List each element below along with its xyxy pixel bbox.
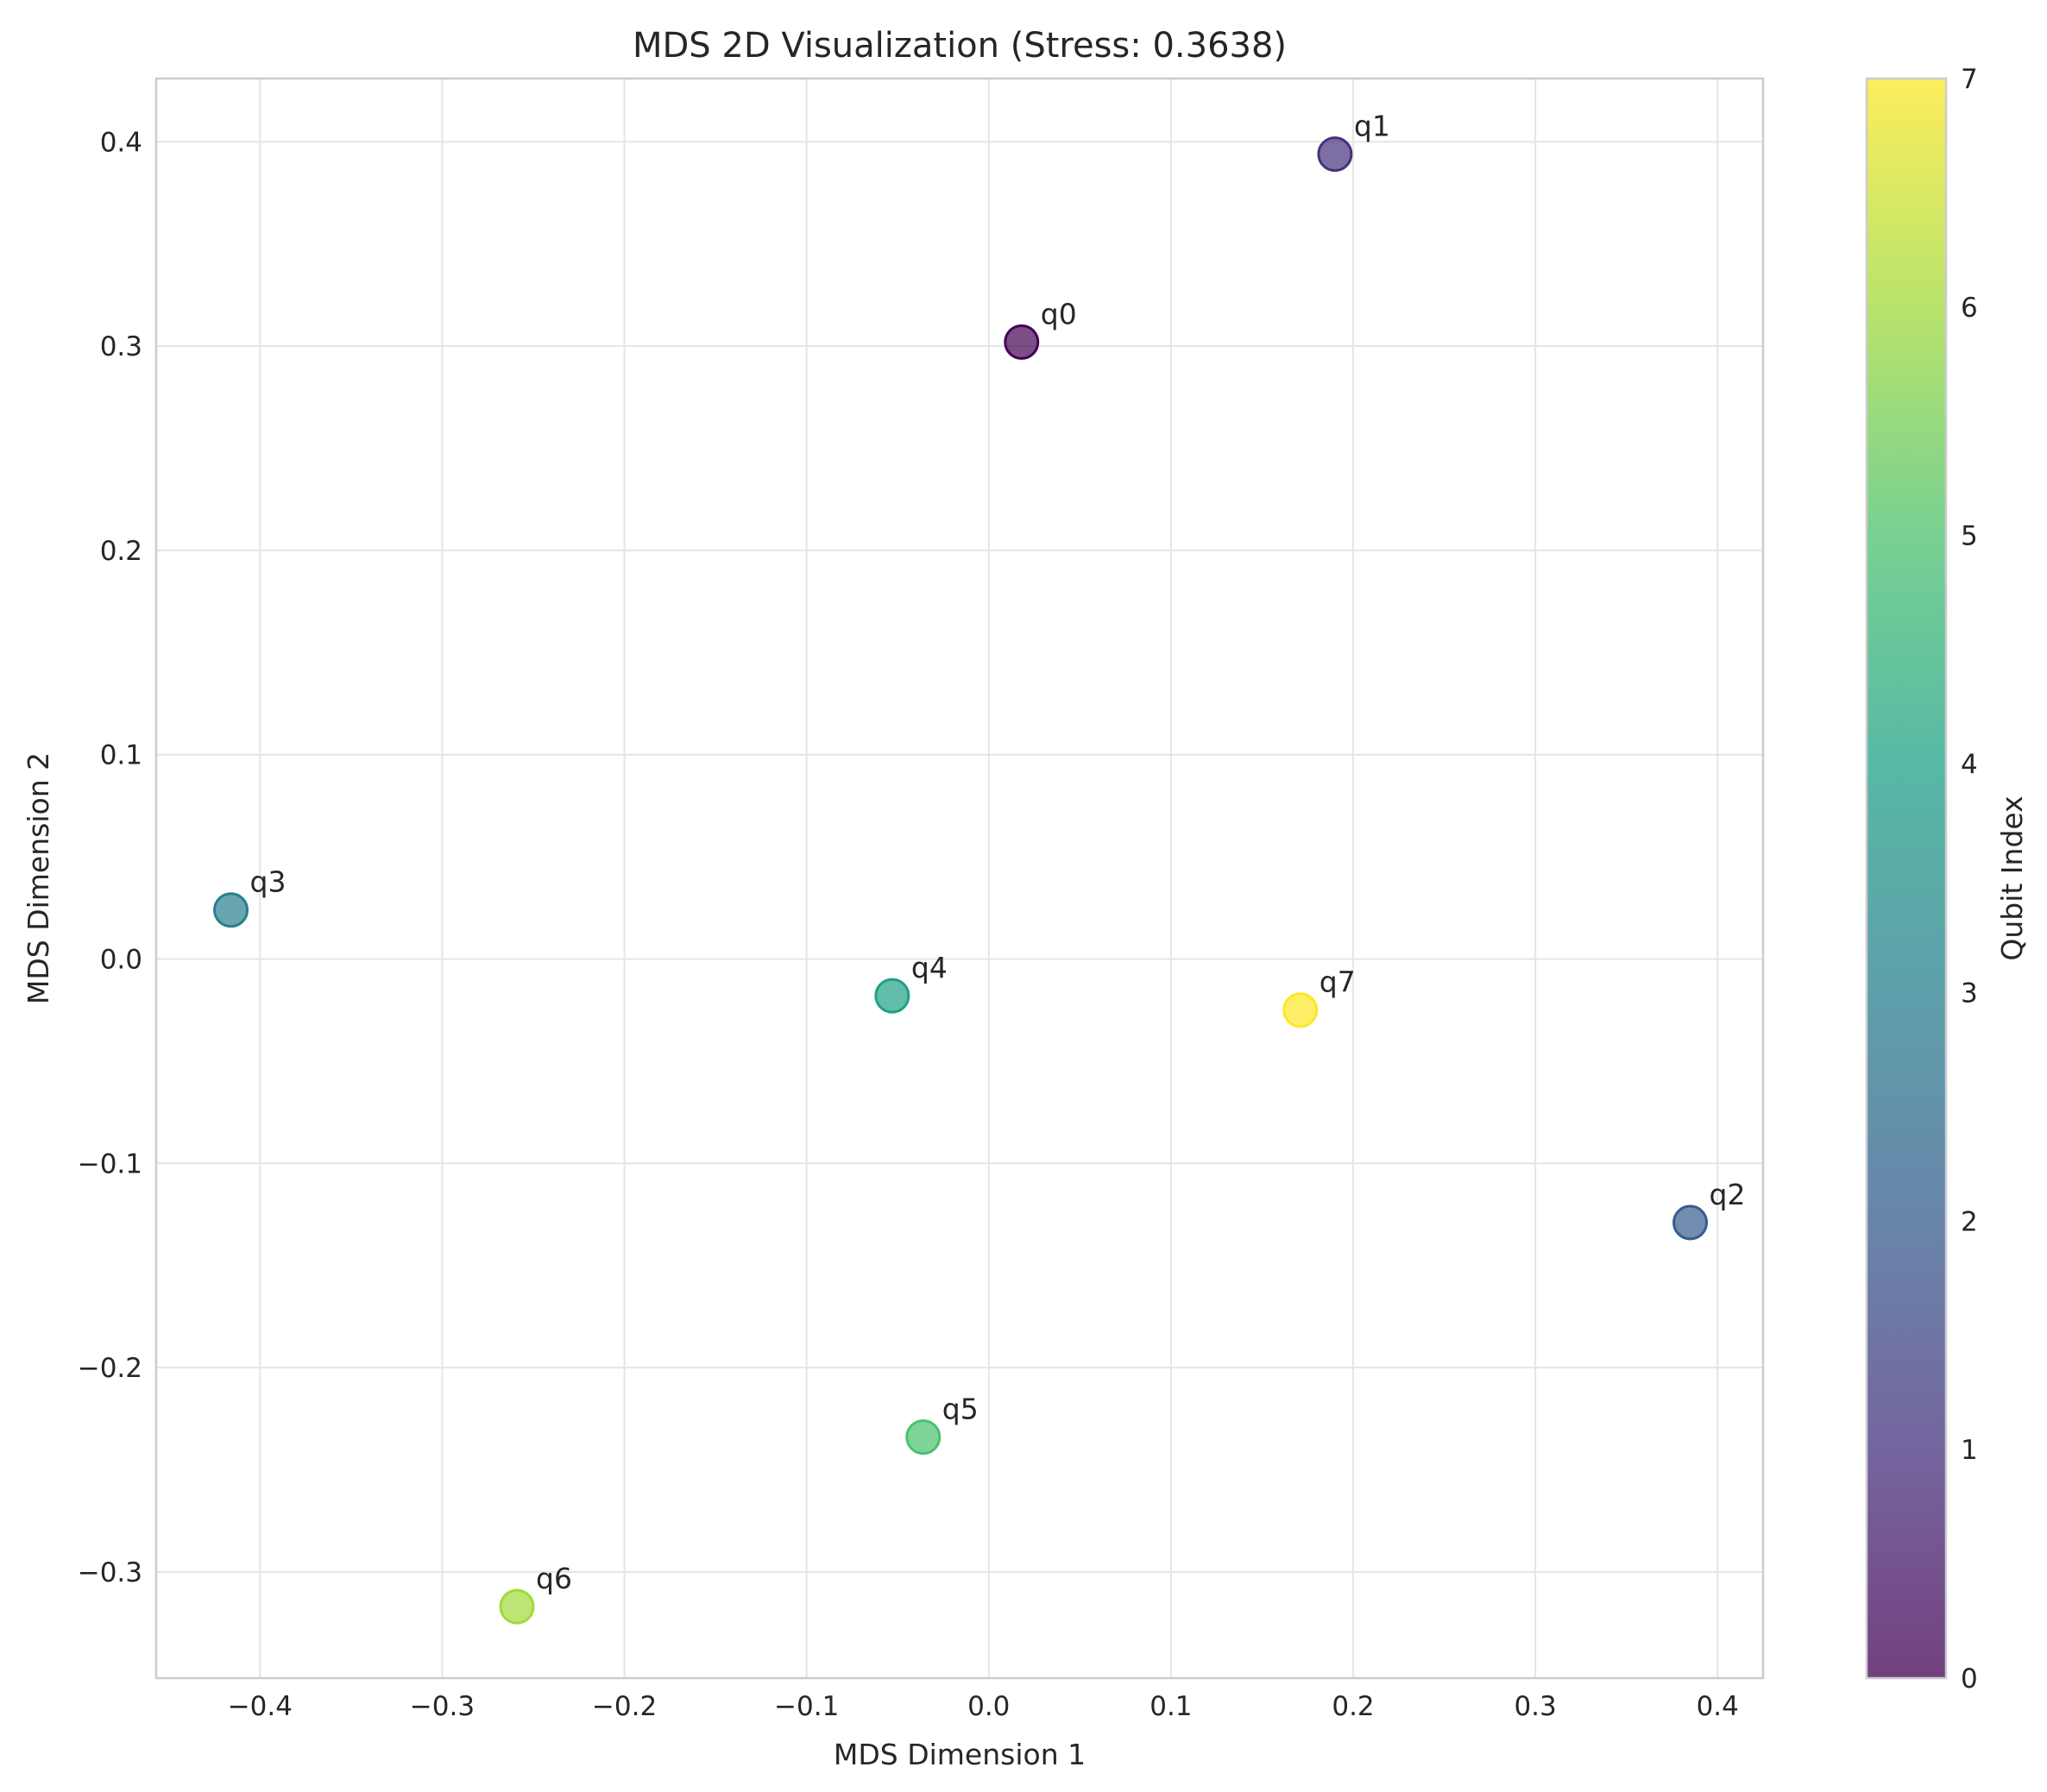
point-label: q5 [942, 1393, 979, 1426]
colorbar-frame [1865, 77, 1948, 1680]
point-label: q6 [536, 1562, 572, 1595]
y-tick-label: −0.3 [78, 1557, 142, 1588]
point-label: q7 [1320, 965, 1356, 999]
colorbar-tick-label: 5 [1961, 521, 1978, 552]
colorbar-label: Qubit Index [1995, 795, 2029, 960]
y-tick-label: −0.1 [78, 1148, 142, 1179]
point-label: q2 [1710, 1178, 1746, 1211]
point-label: q4 [911, 951, 948, 984]
data-point [905, 1419, 942, 1456]
x-tick-label: −0.2 [592, 1691, 657, 1722]
y-tick-label: −0.2 [78, 1353, 142, 1384]
colorbar-tick-label: 0 [1961, 1663, 1978, 1695]
colorbar-tick-label: 7 [1961, 64, 1978, 95]
data-points: q0 q1 q2 q3 q4 q5 q6 q7 [213, 110, 1746, 1625]
x-tick-label: 0.4 [1697, 1691, 1739, 1722]
data-point [213, 892, 249, 928]
x-tick-label: −0.3 [410, 1691, 475, 1722]
colorbar-tick-labels: 0 1 2 3 4 5 6 7 [1961, 64, 1978, 1695]
point-label: q0 [1041, 297, 1077, 330]
y-tick-labels: −0.3 −0.2 −0.1 0.0 0.1 0.2 0.3 0.4 [78, 127, 142, 1588]
colorbar-tick-label: 3 [1961, 978, 1978, 1009]
x-tick-label: −0.1 [774, 1691, 839, 1722]
x-tick-label: 0.2 [1332, 1691, 1374, 1722]
y-tick-label: 0.1 [100, 740, 142, 771]
colorbar [1867, 79, 1946, 1678]
data-point [1282, 992, 1319, 1028]
colorbar-tick-label: 2 [1961, 1206, 1978, 1237]
chart-title: MDS 2D Visualization (Stress: 0.3638) [633, 26, 1287, 66]
point-label: q1 [1354, 110, 1390, 143]
data-point [1004, 324, 1040, 360]
data-point [1672, 1204, 1709, 1241]
x-tick-label: −0.4 [228, 1691, 293, 1722]
y-tick-label: 0.4 [100, 127, 142, 158]
plot-frame [154, 77, 1765, 1680]
data-point [499, 1588, 535, 1625]
x-tick-label: 0.3 [1514, 1691, 1556, 1722]
colorbar-tick-label: 4 [1961, 750, 1978, 781]
grid-lines [156, 79, 1763, 1678]
y-axis-label: MDS Dimension 2 [22, 752, 55, 1004]
x-tick-label: 0.0 [967, 1691, 1010, 1722]
y-tick-label: 0.0 [100, 945, 142, 976]
colorbar-tick-label: 1 [1961, 1435, 1978, 1466]
data-point [1317, 136, 1353, 173]
y-tick-label: 0.2 [100, 536, 142, 567]
colorbar-tick-label: 6 [1961, 292, 1978, 324]
y-tick-label: 0.3 [100, 331, 142, 362]
data-point [874, 978, 910, 1014]
x-axis-label: MDS Dimension 1 [834, 1738, 1086, 1771]
point-label: q3 [250, 865, 287, 899]
x-tick-label: 0.1 [1149, 1691, 1192, 1722]
x-tick-labels: −0.4 −0.3 −0.2 −0.1 0.0 0.1 0.2 0.3 0.4 [228, 1691, 1739, 1722]
